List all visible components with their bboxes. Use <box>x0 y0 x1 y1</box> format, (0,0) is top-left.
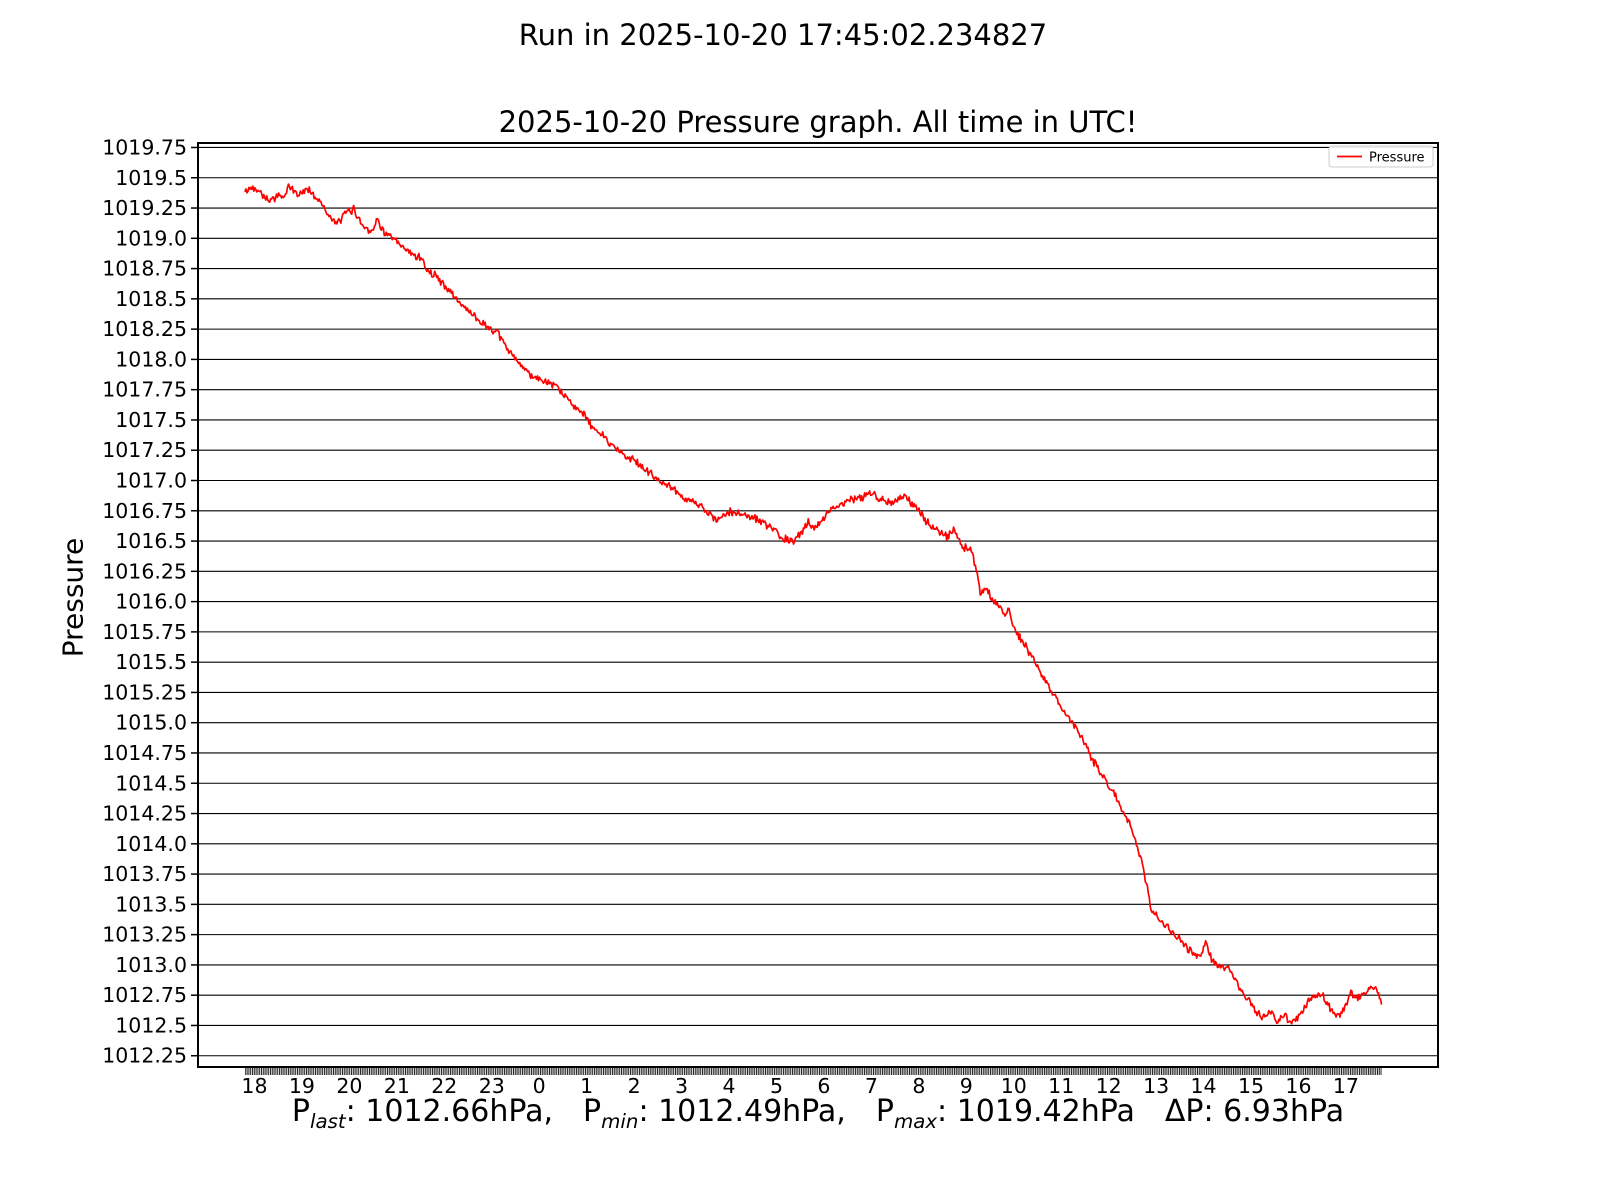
y-tick-label: 1015.5 <box>115 650 187 674</box>
stat-p-min: Pmin: 1012.49hPa, <box>583 1094 846 1133</box>
x-tick-label: 21 <box>384 1074 410 1098</box>
y-tick-label: 1015.25 <box>102 680 187 704</box>
x-tick-label: 2 <box>628 1074 641 1098</box>
x-tick-label: 10 <box>1001 1074 1027 1098</box>
y-tick-label: 1013.75 <box>102 862 187 886</box>
stat-p-last: Plast: 1012.66hPa, <box>291 1094 554 1133</box>
y-tick-label: 1014.25 <box>102 802 187 826</box>
y-tick-label: 1019.25 <box>102 196 187 220</box>
y-tick-label: 1012.5 <box>115 1013 187 1037</box>
x-tick-label: 11 <box>1048 1074 1074 1098</box>
x-tick-label: 20 <box>336 1074 362 1098</box>
figure-title: Run in 2025-10-20 17:45:02.234827 <box>518 18 1048 52</box>
y-tick-label: 1016.5 <box>115 529 187 553</box>
y-tick-label: 1016.75 <box>102 499 187 523</box>
y-tick-label: 1019.75 <box>102 135 187 159</box>
x-tick-label: 18 <box>241 1074 267 1098</box>
y-tick-label: 1018.5 <box>115 287 187 311</box>
x-tick-label: 23 <box>479 1074 505 1098</box>
y-tick-label: 1017.25 <box>102 438 187 462</box>
x-tick-label: 7 <box>865 1074 878 1098</box>
x-tick-label: 22 <box>431 1074 457 1098</box>
x-tick-label: 9 <box>960 1074 973 1098</box>
y-tick-label: 1018.0 <box>115 347 187 371</box>
x-tick-label: 4 <box>722 1074 735 1098</box>
x-tick-label: 1 <box>580 1074 593 1098</box>
x-tick-label: 8 <box>912 1074 925 1098</box>
x-tick-label: 6 <box>817 1074 830 1098</box>
stat-delta-p: ΔP: 6.93hPa <box>1164 1094 1345 1129</box>
legend-label: Pressure <box>1369 151 1425 166</box>
y-tick-label: 1017.5 <box>115 408 187 432</box>
y-tick-label: 1019.5 <box>115 166 187 190</box>
stat-p-max: Pmax: 1019.42hPa <box>875 1094 1135 1133</box>
y-tick-label: 1015.75 <box>102 620 187 644</box>
y-tick-label: 1012.75 <box>102 983 187 1007</box>
pressure-line <box>244 183 1383 1025</box>
stats-line: Plast: 1012.66hPa, Pmin: 1012.49hPa, Pmax:… <box>128 1094 1508 1133</box>
y-tick-label: 1017.0 <box>115 469 187 493</box>
y-tick-label: 1014.75 <box>102 741 187 765</box>
y-tick-label: 1013.5 <box>115 892 187 916</box>
y-tick-label: 1016.25 <box>102 559 187 583</box>
y-tick-label: 1014.0 <box>115 832 187 856</box>
axes-box <box>197 142 1439 1068</box>
y-tick-label: 1015.0 <box>115 711 187 735</box>
y-tick-label: 1014.5 <box>115 771 187 795</box>
x-tick-label: 13 <box>1143 1074 1169 1098</box>
x-tick-label: 15 <box>1238 1074 1264 1098</box>
y-tick-label: 1018.75 <box>102 257 187 281</box>
legend-box <box>1328 145 1434 168</box>
y-tick-label: 1019.0 <box>115 226 187 250</box>
x-tick-label: 3 <box>675 1074 688 1098</box>
chart-title: 2025-10-20 Pressure graph. All time in U… <box>498 105 1138 139</box>
y-tick-label: 1012.25 <box>102 1044 187 1068</box>
y-tick-label: 1018.25 <box>102 317 187 341</box>
y-tick-label: 1013.0 <box>115 953 187 977</box>
x-tick-label: 12 <box>1096 1074 1122 1098</box>
x-tick-label: 17 <box>1333 1074 1359 1098</box>
x-tick-label: 14 <box>1191 1074 1217 1098</box>
x-tick-label: 5 <box>770 1074 783 1098</box>
y-tick-label: 1016.0 <box>115 590 187 614</box>
x-tick-label: 16 <box>1285 1074 1311 1098</box>
x-tick-label: 0 <box>533 1074 546 1098</box>
y-tick-label: 1017.75 <box>102 378 187 402</box>
x-tick-label: 19 <box>289 1074 315 1098</box>
x-minor-tick-band <box>244 1068 1382 1075</box>
y-tick-label: 1013.25 <box>102 923 187 947</box>
